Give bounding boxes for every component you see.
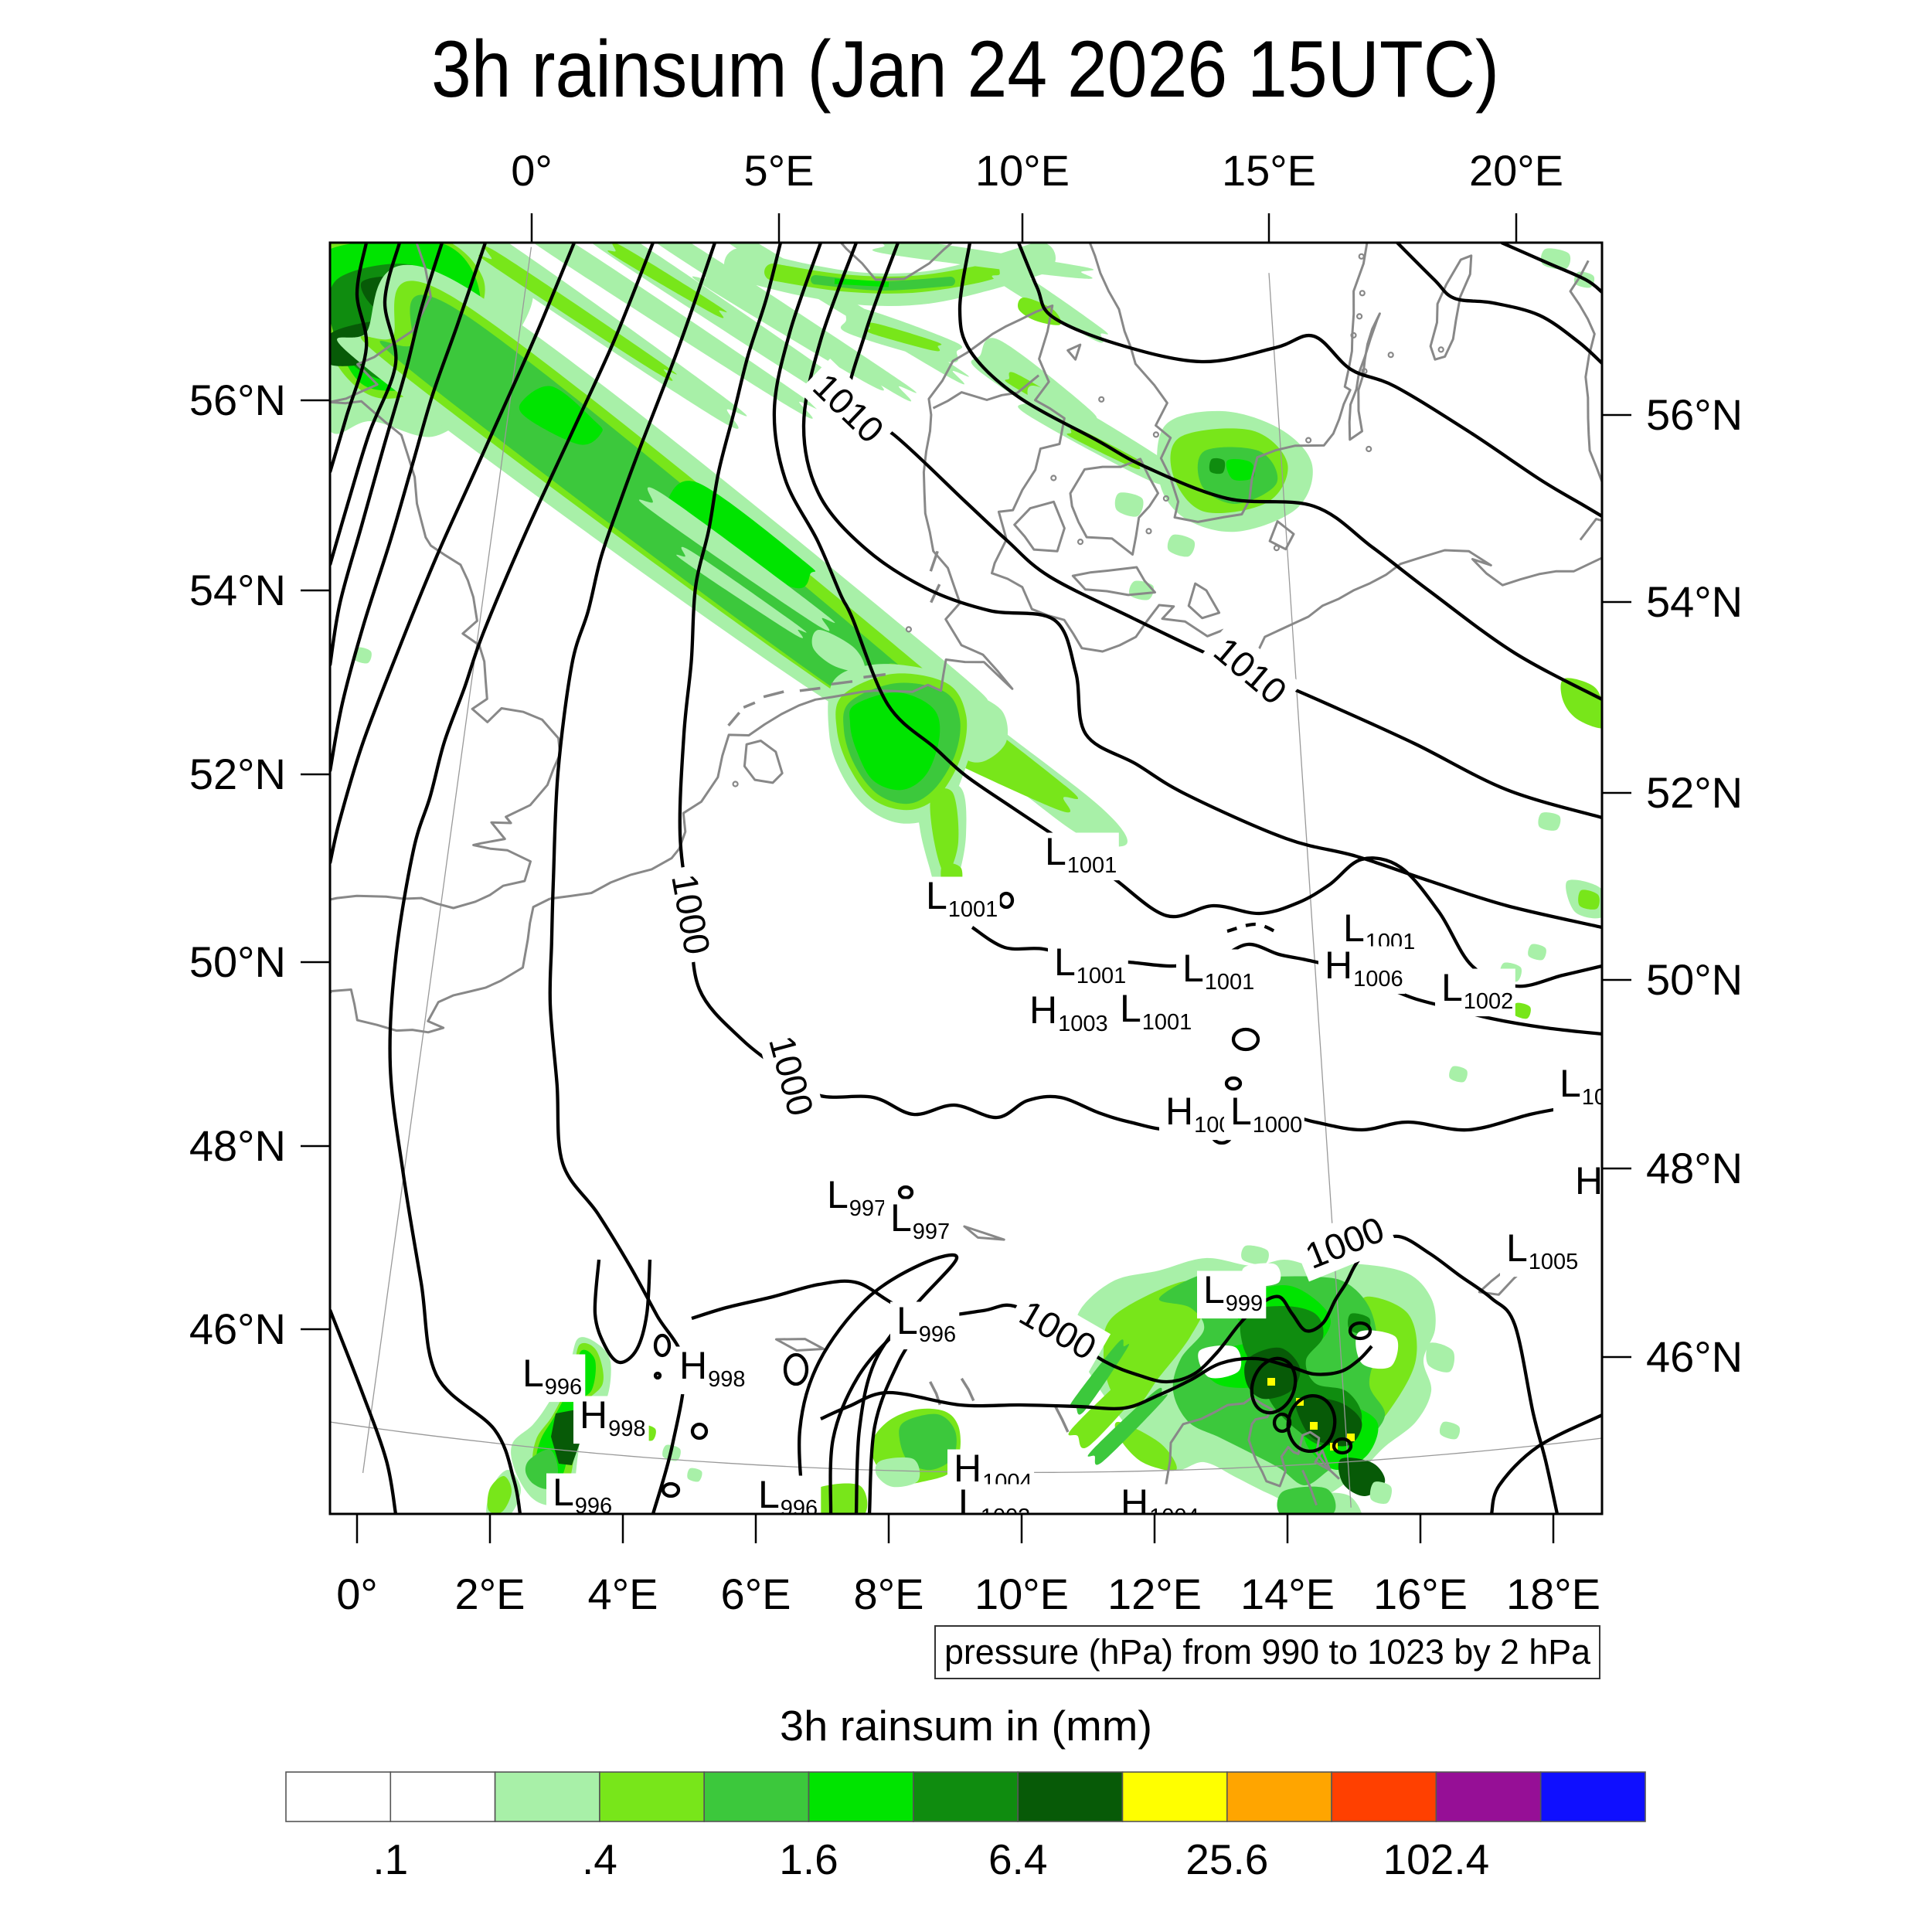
svg-text:H: H xyxy=(679,1344,707,1387)
svg-text:998: 998 xyxy=(608,1417,645,1441)
svg-text:L: L xyxy=(1203,1268,1225,1311)
svg-text:14°E: 14°E xyxy=(1240,1570,1335,1618)
svg-text:998: 998 xyxy=(708,1367,745,1392)
svg-text:L: L xyxy=(1343,906,1365,950)
svg-text:L: L xyxy=(827,1173,849,1216)
svg-text:50°N: 50°N xyxy=(189,937,286,986)
svg-text:52°N: 52°N xyxy=(1646,768,1743,817)
svg-text:10°E: 10°E xyxy=(975,146,1070,195)
svg-text:1001: 1001 xyxy=(1077,964,1127,988)
svg-text:H: H xyxy=(580,1393,607,1437)
svg-text:8°E: 8°E xyxy=(854,1570,924,1618)
svg-text:H: H xyxy=(1575,1159,1603,1202)
svg-text:3h rainsum in (mm): 3h rainsum in (mm) xyxy=(780,1702,1152,1750)
svg-text:L: L xyxy=(1120,987,1141,1030)
svg-text:48°N: 48°N xyxy=(1646,1144,1743,1192)
svg-text:L: L xyxy=(1441,966,1463,1009)
svg-text:1001: 1001 xyxy=(1067,853,1117,878)
svg-text:1002: 1002 xyxy=(1464,989,1514,1014)
svg-text:996: 996 xyxy=(781,1496,818,1521)
svg-text:L: L xyxy=(958,1481,980,1525)
svg-text:56°N: 56°N xyxy=(189,376,286,424)
svg-text:1003: 1003 xyxy=(1058,1012,1108,1036)
svg-text:0°: 0° xyxy=(336,1570,378,1618)
svg-text:5°E: 5°E xyxy=(744,146,815,195)
svg-text:6.4: 6.4 xyxy=(988,1835,1047,1883)
svg-text:1001: 1001 xyxy=(1205,970,1255,995)
svg-text:1004: 1004 xyxy=(1149,1505,1199,1529)
svg-text:25.6: 25.6 xyxy=(1185,1835,1268,1883)
svg-text:1001: 1001 xyxy=(1142,1010,1192,1035)
svg-text:3h rainsum (Jan 24 2026 15UTC): 3h rainsum (Jan 24 2026 15UTC) xyxy=(431,25,1499,114)
svg-text:102.4: 102.4 xyxy=(1383,1835,1490,1883)
svg-text:L: L xyxy=(1506,1226,1528,1270)
svg-text:996: 996 xyxy=(575,1494,612,1519)
svg-text:.1: .1 xyxy=(372,1835,408,1883)
svg-text:L: L xyxy=(522,1352,544,1395)
svg-text:1001: 1001 xyxy=(948,897,998,922)
svg-text:H: H xyxy=(1165,1090,1193,1133)
svg-text:1000: 1000 xyxy=(1253,1113,1303,1138)
svg-text:50°N: 50°N xyxy=(1646,955,1743,1004)
svg-text:1005: 1005 xyxy=(1529,1250,1579,1274)
svg-text:54°N: 54°N xyxy=(189,566,286,614)
svg-text:pressure (hPa) from 990 to 102: pressure (hPa) from 990 to 1023 by 2 hPa xyxy=(944,1632,1591,1672)
svg-text:12°E: 12°E xyxy=(1107,1570,1202,1618)
svg-text:46°N: 46°N xyxy=(1646,1332,1743,1381)
svg-text:H: H xyxy=(1121,1481,1148,1525)
svg-text:16°E: 16°E xyxy=(1373,1570,1468,1618)
svg-text:996: 996 xyxy=(545,1375,582,1400)
svg-text:1003: 1003 xyxy=(981,1505,1031,1529)
svg-text:997: 997 xyxy=(849,1196,886,1221)
svg-text:54°N: 54°N xyxy=(1646,577,1743,626)
svg-text:1006: 1006 xyxy=(1353,967,1403,992)
svg-text:48°N: 48°N xyxy=(189,1121,286,1170)
svg-text:4°E: 4°E xyxy=(588,1570,658,1618)
svg-text:999: 999 xyxy=(1226,1291,1263,1316)
svg-text:2°E: 2°E xyxy=(455,1570,526,1618)
svg-text:L: L xyxy=(553,1471,574,1514)
svg-text:15°E: 15°E xyxy=(1222,146,1316,195)
svg-text:6°E: 6°E xyxy=(721,1570,791,1618)
svg-text:L: L xyxy=(890,1196,912,1240)
svg-text:997: 997 xyxy=(913,1219,950,1244)
svg-text:L: L xyxy=(926,874,947,917)
svg-text:L: L xyxy=(896,1299,918,1342)
svg-text:L: L xyxy=(1045,830,1066,873)
svg-text:H: H xyxy=(1325,944,1352,987)
svg-text:56°N: 56°N xyxy=(1646,390,1743,439)
svg-text:L: L xyxy=(758,1473,780,1516)
svg-text:18°E: 18°E xyxy=(1506,1570,1600,1618)
svg-text:L: L xyxy=(1182,947,1204,990)
svg-text:0°: 0° xyxy=(511,146,553,195)
svg-text:.4: .4 xyxy=(582,1835,617,1883)
svg-text:L: L xyxy=(1230,1090,1252,1133)
svg-text:L: L xyxy=(1054,940,1076,984)
svg-text:20°E: 20°E xyxy=(1469,146,1563,195)
svg-text:1004: 1004 xyxy=(1582,1085,1632,1110)
svg-text:H: H xyxy=(954,1447,981,1490)
svg-text:H: H xyxy=(1029,988,1057,1032)
svg-text:46°N: 46°N xyxy=(189,1304,286,1353)
svg-text:1.6: 1.6 xyxy=(779,1835,838,1883)
svg-text:52°N: 52°N xyxy=(189,750,286,798)
svg-text:L: L xyxy=(1560,1062,1581,1105)
svg-text:996: 996 xyxy=(919,1322,956,1347)
svg-text:10°E: 10°E xyxy=(975,1570,1069,1618)
